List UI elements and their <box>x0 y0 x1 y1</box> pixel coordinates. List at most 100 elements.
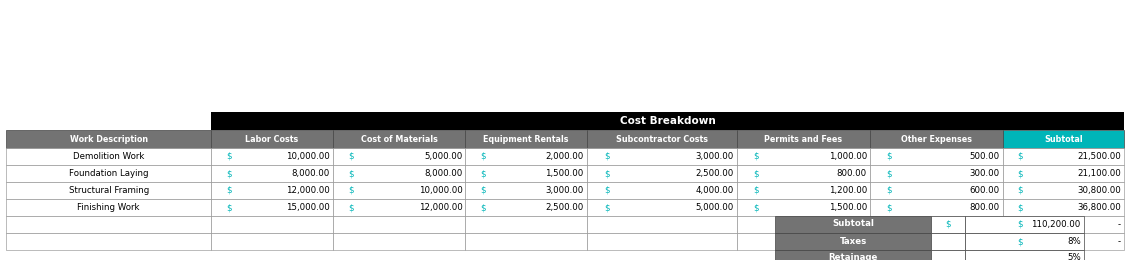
Bar <box>6 199 211 216</box>
Bar <box>931 232 965 250</box>
Bar <box>1002 216 1124 233</box>
Text: 30,800.00: 30,800.00 <box>1077 186 1121 195</box>
Bar <box>586 130 737 148</box>
Bar <box>211 199 332 216</box>
Text: Subtotal: Subtotal <box>1044 134 1083 144</box>
Text: Subcontractor Costs: Subcontractor Costs <box>616 134 707 144</box>
Text: 1,000.00: 1,000.00 <box>828 152 867 161</box>
Bar <box>466 148 586 165</box>
Text: 2,500.00: 2,500.00 <box>546 203 584 212</box>
Text: 600.00: 600.00 <box>970 186 1000 195</box>
Bar <box>332 233 466 250</box>
Text: $: $ <box>605 186 610 195</box>
Text: $: $ <box>480 203 486 212</box>
Bar <box>1002 148 1124 165</box>
Text: $: $ <box>226 169 232 178</box>
Text: Work Description: Work Description <box>70 134 148 144</box>
Text: $: $ <box>886 169 892 178</box>
Text: 8%: 8% <box>1067 237 1080 245</box>
Text: -: - <box>1118 220 1121 229</box>
Bar <box>211 182 332 199</box>
Bar <box>466 130 586 148</box>
Text: 2,500.00: 2,500.00 <box>696 169 735 178</box>
Text: $: $ <box>886 152 892 161</box>
Text: 10,000.00: 10,000.00 <box>419 186 462 195</box>
Bar <box>1002 130 1124 148</box>
Text: $: $ <box>226 152 232 161</box>
Bar <box>1002 182 1124 199</box>
Bar <box>211 112 1124 130</box>
Bar <box>332 165 466 182</box>
Text: Equipment Rentals: Equipment Rentals <box>484 134 568 144</box>
Bar <box>586 165 737 182</box>
Text: 500.00: 500.00 <box>970 152 1000 161</box>
Bar <box>737 130 870 148</box>
Text: Taxes: Taxes <box>840 237 867 245</box>
Bar <box>332 199 466 216</box>
Bar <box>586 216 737 233</box>
Bar <box>6 148 211 165</box>
Bar <box>775 216 931 232</box>
Text: 800.00: 800.00 <box>837 169 867 178</box>
Text: Demolition Work: Demolition Work <box>73 152 145 161</box>
Bar <box>775 232 931 250</box>
Bar <box>931 216 965 232</box>
Text: $: $ <box>348 152 354 161</box>
Text: $: $ <box>226 186 232 195</box>
Text: $: $ <box>480 152 486 161</box>
Bar <box>586 233 737 250</box>
Bar <box>737 233 870 250</box>
Bar <box>1002 199 1124 216</box>
Text: $: $ <box>886 203 892 212</box>
Text: $: $ <box>886 186 892 195</box>
Text: 8,000.00: 8,000.00 <box>292 169 330 178</box>
Text: 110,200.00: 110,200.00 <box>1032 219 1080 229</box>
Text: $: $ <box>1017 220 1023 229</box>
Bar <box>870 130 1002 148</box>
Bar <box>211 216 332 233</box>
Bar <box>586 182 737 199</box>
Text: $: $ <box>753 169 758 178</box>
Bar <box>6 182 211 199</box>
Bar <box>737 148 870 165</box>
Bar <box>586 199 737 216</box>
Text: $: $ <box>480 186 486 195</box>
Bar <box>965 232 1084 250</box>
Text: 3,000.00: 3,000.00 <box>546 186 584 195</box>
Text: Structural Framing: Structural Framing <box>69 186 149 195</box>
Text: $: $ <box>1017 186 1023 195</box>
Text: 300.00: 300.00 <box>970 169 1000 178</box>
Text: $: $ <box>1017 237 1023 246</box>
Text: 3,000.00: 3,000.00 <box>696 152 735 161</box>
Text: $: $ <box>753 186 758 195</box>
Bar <box>211 233 332 250</box>
Text: 4,000.00: 4,000.00 <box>696 186 735 195</box>
Bar <box>466 182 586 199</box>
Bar <box>737 216 870 233</box>
Text: 5%: 5% <box>1067 254 1080 260</box>
Text: $: $ <box>753 152 758 161</box>
Text: Cost of Materials: Cost of Materials <box>360 134 437 144</box>
Text: 1,500.00: 1,500.00 <box>828 203 867 212</box>
Text: 5,000.00: 5,000.00 <box>696 203 735 212</box>
Text: $: $ <box>348 203 354 212</box>
Bar <box>211 148 332 165</box>
Text: Labor Costs: Labor Costs <box>245 134 298 144</box>
Bar <box>466 233 586 250</box>
Text: 8,000.00: 8,000.00 <box>424 169 462 178</box>
Text: $: $ <box>605 152 610 161</box>
Bar <box>332 148 466 165</box>
Bar <box>965 216 1084 232</box>
Text: 1,200.00: 1,200.00 <box>828 186 867 195</box>
Text: $: $ <box>753 203 758 212</box>
Bar <box>466 165 586 182</box>
Text: Retainage: Retainage <box>828 254 878 260</box>
Text: -: - <box>1118 237 1121 246</box>
Text: 21,100.00: 21,100.00 <box>1077 169 1121 178</box>
Bar <box>737 199 870 216</box>
Text: 5,000.00: 5,000.00 <box>424 152 462 161</box>
Bar <box>211 165 332 182</box>
Text: $: $ <box>605 203 610 212</box>
Bar <box>6 112 211 130</box>
Bar <box>1002 165 1124 182</box>
